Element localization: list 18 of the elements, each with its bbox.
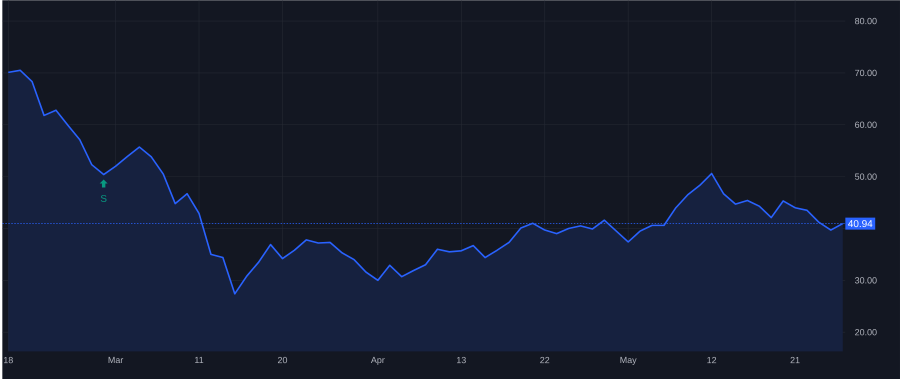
y-tick-label: 30.00	[854, 277, 877, 284]
x-tick-label: 20	[278, 356, 288, 364]
annotation: S	[100, 194, 107, 202]
y-tick-label: 80.00	[855, 18, 877, 24]
x-tick-label: 22	[540, 356, 550, 363]
x-tick-label: 11	[195, 356, 204, 363]
y-tick-label: 60.00	[855, 121, 877, 128]
x-tick-label: 18	[4, 356, 13, 364]
y-tick-label: 20.00	[855, 328, 877, 336]
ref-line-label: 40.94	[848, 220, 872, 227]
y-tick-label: 70.00	[855, 70, 877, 76]
x-tick-label: Mar	[108, 356, 124, 363]
x-tick-label: Apr	[370, 356, 385, 365]
x-tick-label: 21	[790, 356, 800, 363]
x-tick-label: 13	[457, 356, 466, 364]
y-tick-label: 50.00	[855, 173, 877, 180]
x-tick-label: May	[620, 356, 637, 365]
x-tick-label: 12	[707, 356, 716, 363]
